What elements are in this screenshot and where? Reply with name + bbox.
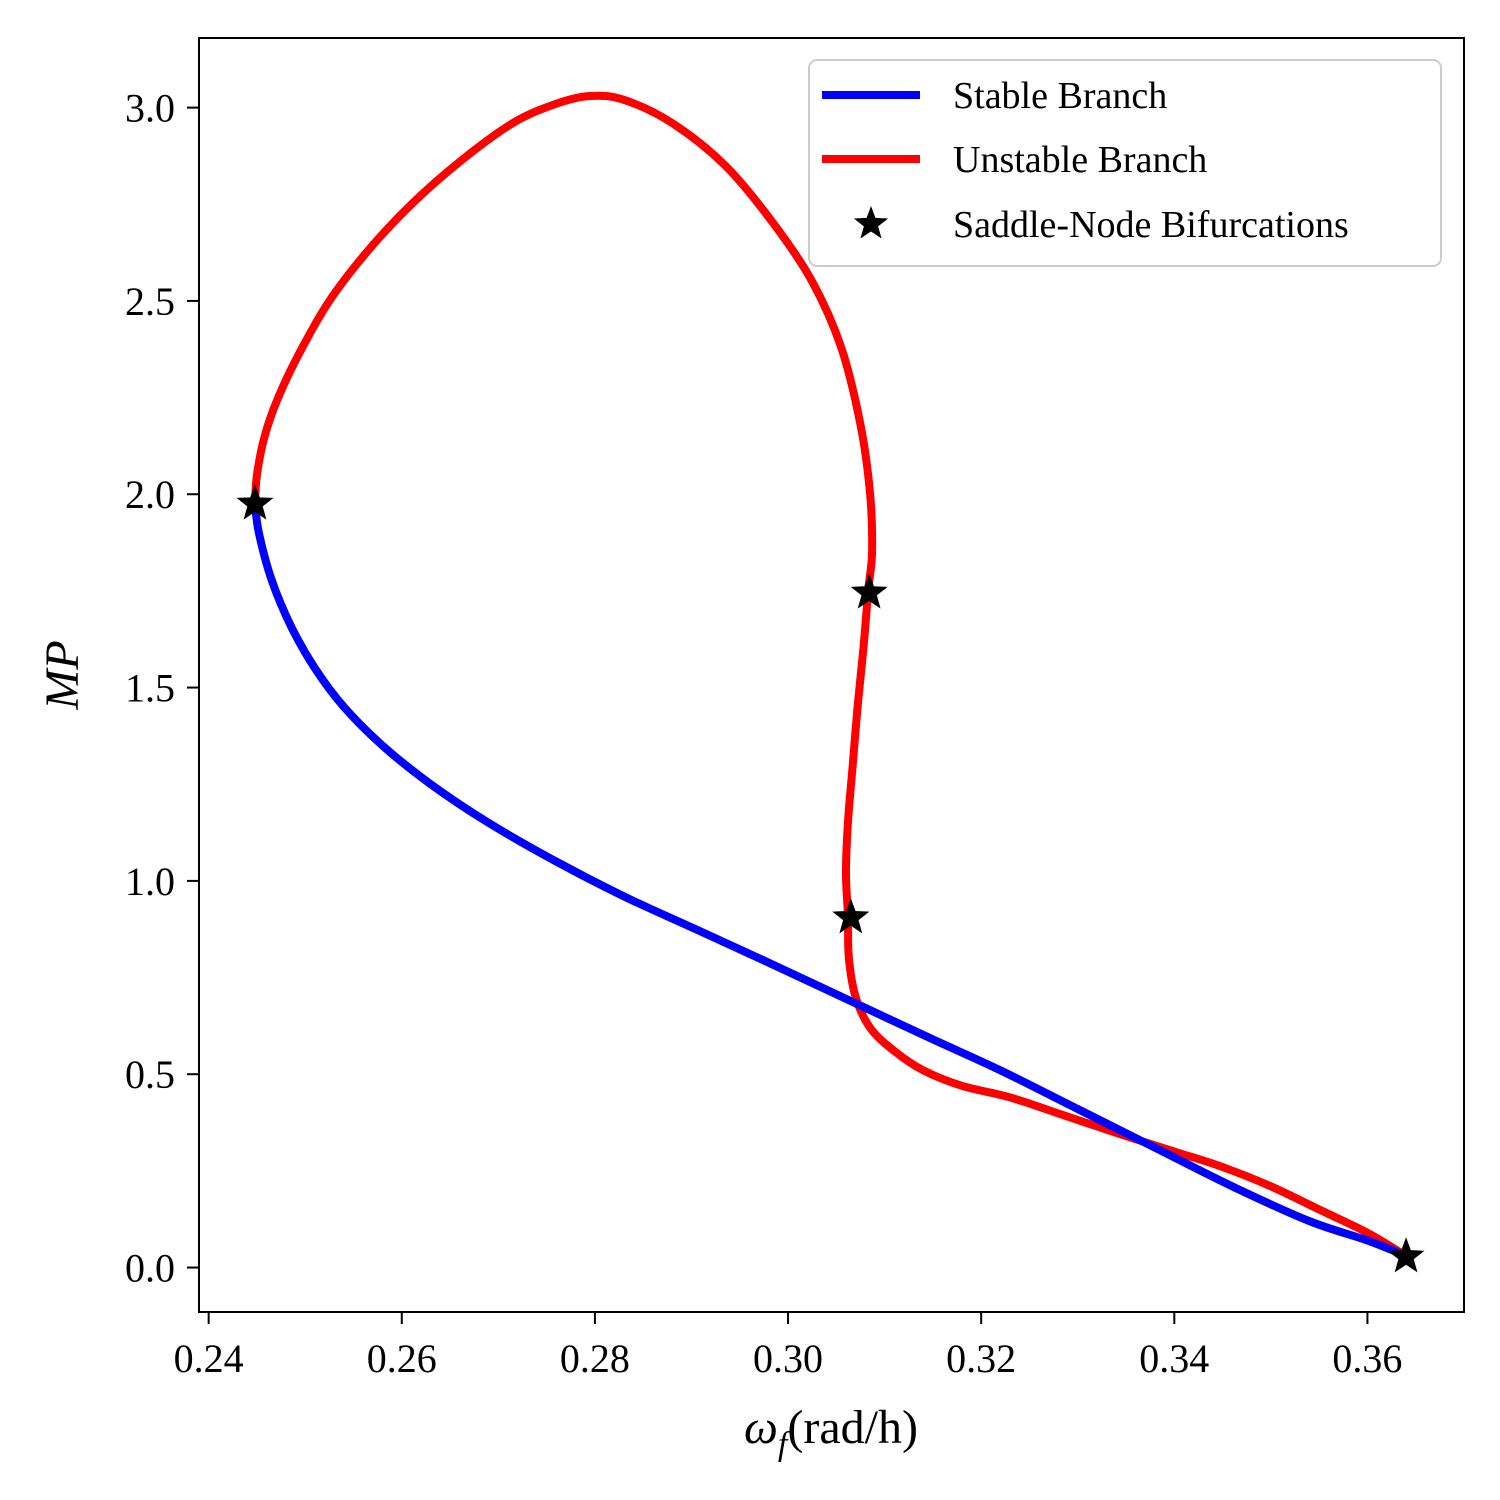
x-axis-label-symbol: ω [744, 1401, 778, 1454]
x-tick-label: 0.30 [753, 1336, 823, 1381]
marker-layer [236, 484, 1425, 1273]
y-tick-label: 0.0 [125, 1246, 175, 1291]
y-tick-label: 2.0 [125, 472, 175, 517]
legend-label-saddle-node: Saddle-Node Bifurcations [953, 204, 1349, 246]
saddle-node-marker-4 [1387, 1237, 1425, 1273]
x-axis-label-unit: (rad/h) [787, 1401, 918, 1454]
series-line-stable [251, 503, 1408, 1260]
y-axis: 0.0 0.5 1.0 1.5 2.0 2.5 3.0 [125, 86, 199, 1291]
legend-box [808, 59, 1442, 267]
y-tick-label: 1.0 [125, 859, 175, 904]
x-tick-label: 0.28 [560, 1336, 630, 1381]
x-tick-label: 0.26 [367, 1336, 437, 1381]
legend-swatch-saddle-node-star [853, 206, 889, 239]
plot-frame [198, 37, 1465, 1313]
x-tick-label: 0.24 [174, 1336, 244, 1381]
x-axis: 0.24 0.26 0.28 0.30 0.32 0.34 0.36 [174, 1312, 1402, 1381]
saddle-node-marker-2 [850, 573, 888, 609]
y-axis-label: MP [36, 640, 89, 710]
x-tick-label: 0.32 [946, 1336, 1016, 1381]
series-layer [251, 91, 1409, 1260]
y-tick-label: 3.0 [125, 86, 175, 131]
saddle-node-marker-3 [832, 898, 870, 934]
legend-label-stable: Stable Branch [953, 75, 1167, 117]
legend: Stable Branch Unstable Branch Saddle-Nod… [808, 59, 1442, 267]
y-tick-label: 1.5 [125, 666, 175, 711]
legend-label-unstable: Unstable Branch [953, 139, 1207, 181]
legend-star-icon [853, 206, 889, 239]
x-tick-label: 0.34 [1139, 1336, 1209, 1381]
x-tick-label: 0.36 [1332, 1336, 1402, 1381]
y-tick-label: 0.5 [125, 1052, 175, 1097]
y-tick-label: 2.5 [125, 279, 175, 324]
saddle-node-marker-1 [236, 484, 274, 520]
x-axis-label: ωf(rad/h) [744, 1401, 918, 1463]
series-line-unstable [251, 91, 1409, 1260]
